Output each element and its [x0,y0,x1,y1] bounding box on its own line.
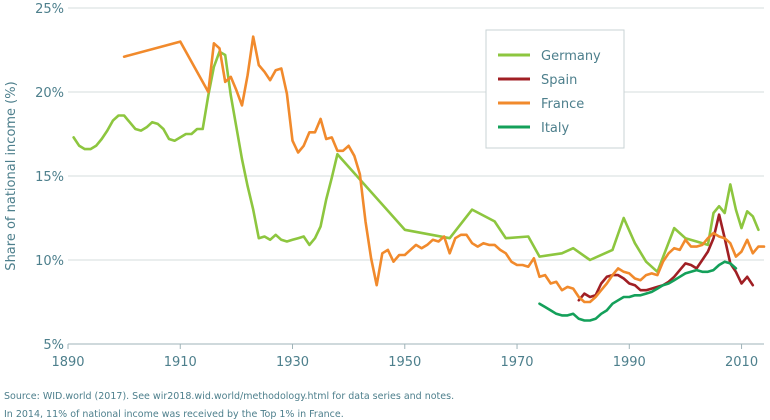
x-tick-label: 1910 [164,355,197,370]
x-tick-label: 1930 [276,355,309,370]
series-line-italy [538,260,738,322]
y-tick-label: 25% [35,2,64,17]
y-axis-label: Share of national income (%) [4,81,19,270]
grid-lines [67,7,764,349]
series-line-germany [72,50,760,274]
x-tick-label: 1890 [51,355,84,370]
series-line-france [122,35,766,304]
x-tick-label: 1990 [613,355,646,370]
series-lines [72,35,766,322]
y-tick-label: 5% [43,338,64,353]
y-tick-labels: 5% 10% 15% 20% 25% [35,2,64,353]
legend-label-spain: Spain [541,73,577,88]
x-tick-label: 2010 [725,355,758,370]
source-note: Source: WID.world (2017). See wir2018.wi… [4,391,455,402]
legend-label-france: France [541,97,584,112]
legend-label-italy: Italy [541,121,570,136]
legend: Germany Spain France Italy [485,29,625,149]
x-tick-label: 1950 [388,355,421,370]
line-chart: 5% 10% 15% 20% 25% 1890 1910 1930 1950 1970 1990 2… [4,2,766,370]
y-tick-label: 20% [35,86,64,101]
y-tick-label: 15% [35,170,64,185]
x-tick-labels: 1890 1910 1930 1950 1970 1990 2010 [51,355,758,370]
y-tick-label: 10% [35,254,64,269]
caption-note: In 2014, 11% of national income was rece… [4,409,344,420]
x-tick-label: 1970 [500,355,533,370]
legend-label-germany: Germany [541,49,601,64]
